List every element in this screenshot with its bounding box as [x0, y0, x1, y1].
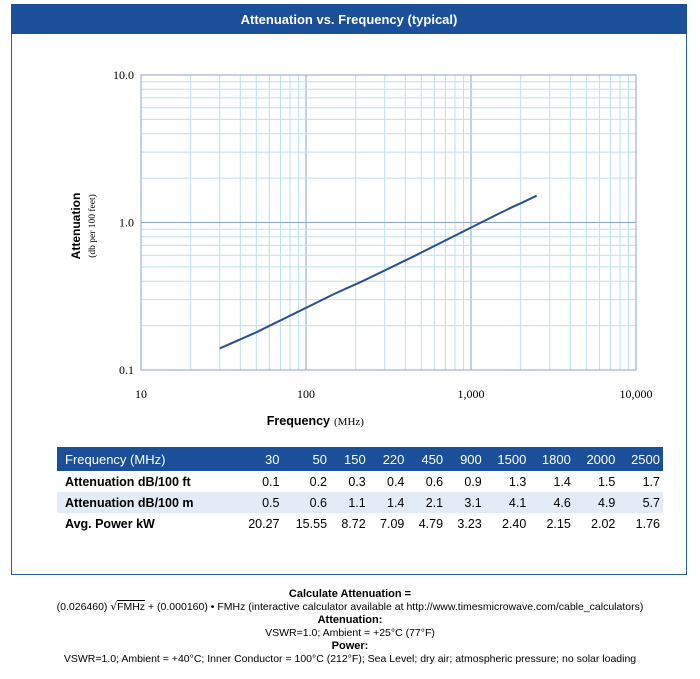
table-cell: 1.7	[642, 474, 660, 489]
x-tick-label: 100	[297, 387, 315, 401]
table-cell: 3.23	[457, 516, 482, 531]
table-cell: 0.2	[309, 474, 328, 489]
table-row-label: Attenuation dB/100 m	[57, 492, 235, 513]
x-tick-label: 10	[135, 387, 147, 401]
table-cell: 2.15	[546, 516, 571, 531]
plot-area-border	[140, 74, 637, 371]
table-cell: 0.6	[282, 492, 331, 513]
y-tick-label: 10.0	[113, 68, 134, 82]
y-axis-label: Attenuation	[69, 193, 83, 260]
x-axis-label: Frequency	[267, 414, 330, 428]
table-cell: 0.1	[262, 474, 280, 489]
table-header-cell: 220	[368, 447, 408, 471]
table-header-cell: 150	[330, 447, 369, 471]
x-tick-label: 10,000	[620, 387, 653, 401]
table-cell: 0.6	[425, 474, 444, 489]
table-row-label: Avg. Power kW	[65, 516, 155, 531]
chart-title: Attenuation vs. Frequency (typical)	[240, 11, 458, 27]
table-cell: 1.5	[597, 474, 616, 489]
table-cell: 0.5	[234, 492, 283, 513]
y-tick-label: 1.0	[119, 216, 134, 230]
table-cell: 20.27	[248, 516, 280, 531]
formula-coef1: (0.026460)	[56, 601, 108, 613]
formula-coef2: (0.000160)	[157, 601, 208, 613]
sqrt-icon: √	[110, 601, 118, 613]
formula-tail: FMHz (interactive calculator available a…	[217, 601, 644, 613]
table-header-cell: 2500	[618, 447, 663, 471]
table-header-cell: 1500	[484, 447, 530, 471]
table-cell: 1.1	[330, 492, 369, 513]
calc-heading: Calculate Attenuation =	[288, 588, 412, 600]
table-cell: 15.55	[295, 516, 328, 531]
table-cell: 2.02	[591, 516, 616, 531]
table-cell: 1.3	[508, 474, 527, 489]
attenuation-heading: Attenuation:	[317, 614, 383, 626]
attenuation-chart: 10 100 1,000 10,000 0.1 1.0 10.0 Frequency (MH…	[69, 68, 653, 428]
table-header-cell: 2000	[573, 447, 619, 471]
table-cell: 1.4	[368, 492, 408, 513]
formula: (0.026460) √FMHz + (0.000160) • FMHz (in…	[0, 601, 700, 614]
table-header-row: Frequency (MHz) 30 50 150 220 450 900 1500 1800 2…	[57, 447, 663, 471]
table-cell: 4.1	[484, 492, 530, 513]
table-cell: 1.4	[553, 474, 571, 489]
table-cell: 0.9	[464, 474, 482, 489]
table-cell: 5.7	[618, 492, 663, 513]
table-row: Attenuation dB/100 ft 0.1 0.2 0.3 0.4 0.6 0.9 1…	[57, 471, 663, 492]
table-header-cell: 30	[234, 447, 283, 471]
formula-plus: +	[147, 601, 155, 613]
chart-frame	[11, 34, 687, 575]
table-cell: 2.40	[501, 516, 527, 531]
table-cell: 4.79	[418, 516, 444, 531]
table-header-cell: 1800	[529, 447, 574, 471]
power-conditions: VSWR=1.0; Ambient = +40°C; Inner Conduct…	[63, 653, 637, 665]
x-tick-label: 1,000	[458, 387, 485, 401]
table-row: Attenuation dB/100 m 0.5 0.6 1.1 1.4 2.1 3.1 4.…	[57, 492, 663, 513]
table-cell: 2.1	[407, 492, 447, 513]
y-axis-unit: (db per 100 feet)	[87, 194, 98, 258]
table-header-cell: 50	[282, 447, 331, 471]
y-tick-label: 0.1	[119, 363, 134, 377]
x-axis-unit: (MHz)	[334, 416, 364, 428]
table-header-cell: 900	[446, 447, 485, 471]
attenuation-conditions: VSWR=1.0; Ambient = +25°C (77°F)	[265, 627, 435, 639]
table-cell: 7.09	[380, 516, 405, 531]
table-cell: 4.9	[573, 492, 619, 513]
table-row-label: Attenuation dB/100 ft	[65, 474, 191, 489]
grid-lines	[140, 75, 636, 371]
notes: Calculate Attenuation = (0.026460) √FMHz…	[0, 588, 700, 666]
power-heading: Power:	[331, 640, 369, 652]
formula-fmhz: FMHz	[117, 601, 146, 613]
table-header-label: Frequency (MHz)	[57, 447, 235, 471]
table-cell: 8.72	[341, 516, 366, 531]
series-line	[219, 194, 538, 350]
table-cell: 0.3	[348, 474, 366, 489]
formula-dot: •	[210, 601, 215, 613]
table-cell: 1.76	[635, 516, 660, 531]
chart-header: Attenuation vs. Frequency (typical)	[11, 4, 687, 34]
table-cell: 0.4	[387, 474, 405, 489]
table-row: Avg. Power kW 20.27 15.55 8.72 7.09 4.79 3.23 2…	[57, 513, 663, 534]
table-header-cell: 450	[407, 447, 447, 471]
table-cell: 3.1	[446, 492, 485, 513]
table-cell: 4.6	[529, 492, 574, 513]
specs-table: Frequency (MHz) 30 50 150 220 450 900 1500 1800 2…	[57, 447, 663, 534]
